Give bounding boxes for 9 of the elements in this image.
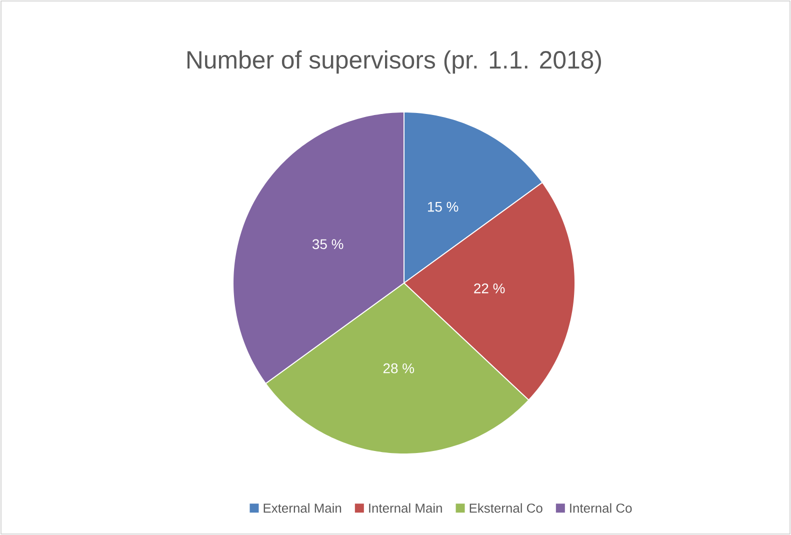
data-label: 22 %	[474, 283, 505, 294]
data-label: 15 %	[428, 202, 458, 212]
data-label: 35 %	[312, 239, 344, 250]
legend-label: Eksternal Co	[470, 503, 542, 513]
chart-title: Number of supervisors (pr. 1.1. 2018)	[187, 50, 601, 74]
legend-label: Internal Main	[369, 503, 442, 513]
legend-label: Internal Co	[570, 503, 632, 513]
data-label: 28 %	[383, 363, 414, 374]
legend-label: External Main	[264, 503, 342, 513]
